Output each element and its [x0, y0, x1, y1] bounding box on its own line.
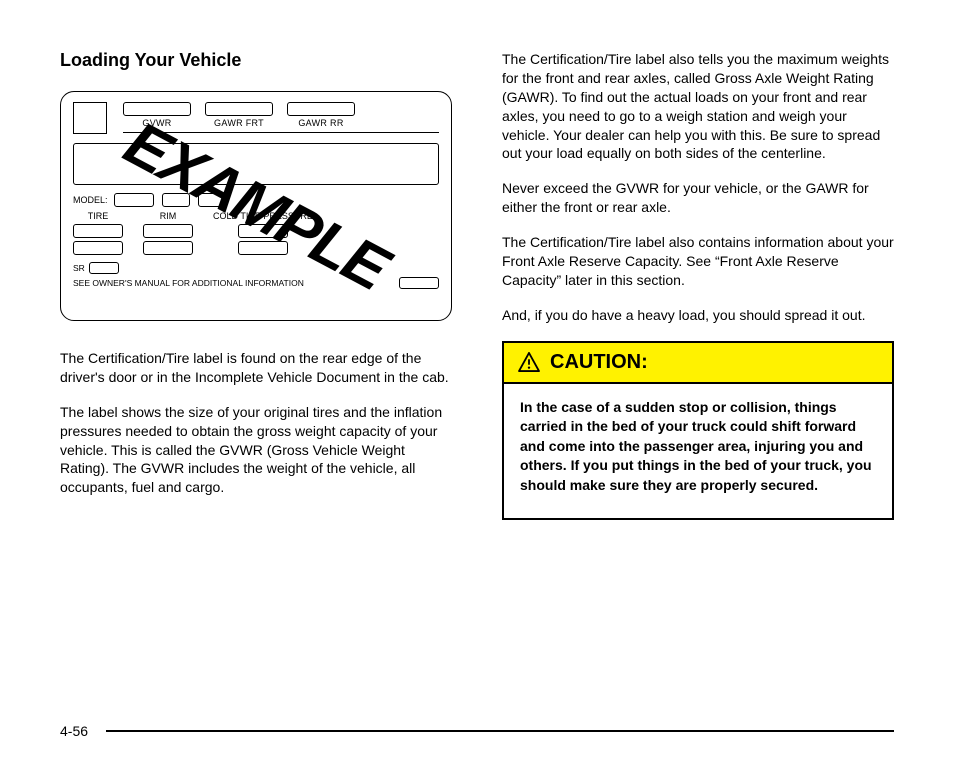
tire-slot-2: [73, 241, 123, 255]
diagram-footer-text: SEE OWNER'S MANUAL FOR ADDITIONAL INFORM…: [73, 278, 304, 288]
right-paragraph-3: The Certification/Tire label also contai…: [502, 233, 894, 290]
tire-header: TIRE: [88, 211, 109, 221]
rim-header: RIM: [160, 211, 177, 221]
caution-header-text: CAUTION:: [550, 351, 648, 374]
model-label: MODEL:: [73, 195, 108, 205]
left-column: Loading Your Vehicle GVWR GAWR FRT: [60, 50, 452, 520]
tire-slot-1: [73, 224, 123, 238]
gvwr-label: GVWR: [142, 118, 171, 128]
gawr-frt-slot: [205, 102, 273, 116]
gvwr-row: GVWR GAWR FRT GAWR RR: [123, 102, 439, 133]
gawr-frt-col: GAWR FRT: [205, 102, 273, 128]
diagram-mid-grid: TIRE RIM COLD TIRE PRESSURE: [73, 211, 439, 258]
gawr-rr-slot: [287, 102, 355, 116]
rim-col: RIM: [143, 211, 193, 258]
diagram-footer-line: SEE OWNER'S MANUAL FOR ADDITIONAL INFORM…: [73, 277, 439, 289]
footer-rule: [106, 730, 894, 732]
model-slot-3: [198, 193, 226, 207]
left-paragraph-1: The Certification/Tire label is found on…: [60, 349, 452, 387]
warning-triangle-icon: [518, 352, 540, 372]
right-column: The Certification/Tire label also tells …: [502, 50, 894, 520]
caution-body: In the case of a sudden stop or collisio…: [504, 384, 892, 518]
diagram-top-row: GVWR GAWR FRT GAWR RR: [73, 102, 439, 137]
right-paragraph-4: And, if you do have a heavy load, you sh…: [502, 306, 894, 325]
rim-slot-2: [143, 241, 193, 255]
model-slot-1: [114, 193, 154, 207]
pressure-col: COLD TIRE PRESSURE: [213, 211, 313, 258]
left-paragraph-2: The label shows the size of your origina…: [60, 403, 452, 497]
diagram-corner-box: [73, 102, 107, 134]
right-paragraph-2: Never exceed the GVWR for your vehicle, …: [502, 179, 894, 217]
pressure-header: COLD TIRE PRESSURE: [213, 211, 313, 221]
sr-slot: [89, 262, 119, 274]
diagram-wide-box: [73, 143, 439, 185]
gawr-rr-label: GAWR RR: [298, 118, 343, 128]
model-slot-2: [162, 193, 190, 207]
gvwr-slot: [123, 102, 191, 116]
model-row: MODEL:: [73, 193, 439, 207]
sr-label: SR: [73, 263, 85, 273]
page-number: 4-56: [60, 723, 88, 739]
diagram-bottom-line: SR: [73, 262, 439, 274]
footer-end-slot: [399, 277, 439, 289]
caution-box: CAUTION: In the case of a sudden stop or…: [502, 341, 894, 520]
gawr-rr-col: GAWR RR: [287, 102, 355, 128]
gawr-frt-label: GAWR FRT: [214, 118, 264, 128]
page-footer: 4-56: [60, 723, 894, 739]
gvwr-col: GVWR: [123, 102, 191, 128]
pressure-slot-1: [238, 224, 288, 238]
rim-slot-1: [143, 224, 193, 238]
page-content: Loading Your Vehicle GVWR GAWR FRT: [60, 50, 894, 520]
section-heading: Loading Your Vehicle: [60, 50, 452, 71]
caution-header: CAUTION:: [504, 343, 892, 384]
diagram-top-slots: GVWR GAWR FRT GAWR RR: [115, 102, 439, 137]
pressure-slot-2: [238, 241, 288, 255]
tire-col: TIRE: [73, 211, 123, 258]
right-paragraph-1: The Certification/Tire label also tells …: [502, 50, 894, 163]
certification-label-diagram: GVWR GAWR FRT GAWR RR MODE: [60, 91, 452, 321]
